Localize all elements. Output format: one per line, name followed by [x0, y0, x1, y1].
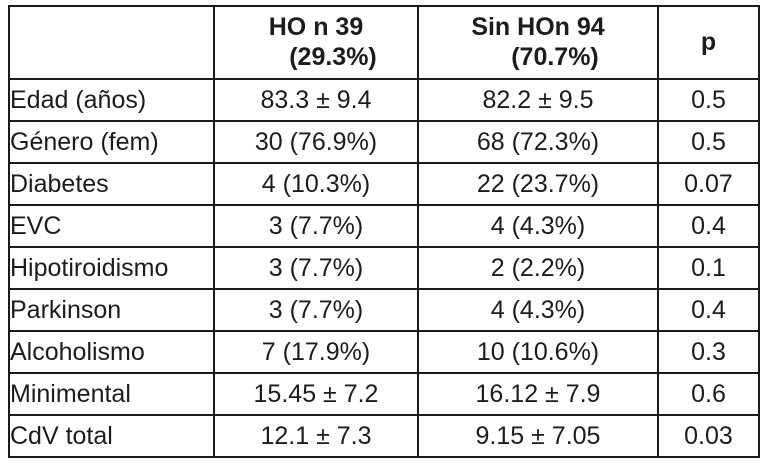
sinho-value-cell: 22 (23.7%) [417, 162, 659, 206]
p-value-cell: 0.4 [657, 288, 760, 332]
table-row-parkinson: Parkinson 3 (7.7%) 4 (4.3%) 0.4 [8, 288, 760, 332]
p-value-cell: 0.07 [657, 162, 760, 206]
row-label-cell: EVC [8, 204, 215, 248]
sinho-value-cell: 16.12 ± 7.9 [417, 372, 659, 416]
ho-value-cell: 12.1 ± 7.3 [213, 414, 419, 458]
p-value-cell: 0.5 [657, 78, 760, 122]
table-row-evc: EVC 3 (7.7%) 4 (4.3%) 0.4 [8, 204, 760, 248]
p-value-cell: 0.1 [657, 246, 760, 290]
table-row-cdv-total: CdV total 12.1 ± 7.3 9.15 ± 7.05 0.03 [8, 414, 760, 458]
header-sinho-group-cell: Sin HOn 94 (70.7%) [417, 5, 659, 80]
table-row-hipotiroidismo: Hipotiroidismo 3 (7.7%) 2 (2.2%) 0.1 [8, 246, 760, 290]
header-p-cell: p [657, 5, 760, 80]
row-label-cell: Edad (años) [8, 78, 215, 122]
p-value-cell: 0.4 [657, 204, 760, 248]
ho-value-cell: 3 (7.7%) [213, 204, 419, 248]
ho-value-cell: 3 (7.7%) [213, 246, 419, 290]
ho-value-cell: 83.3 ± 9.4 [213, 78, 419, 122]
row-label-cell: Hipotiroidismo [8, 246, 215, 290]
sinho-value-cell: 2 (2.2%) [417, 246, 659, 290]
sinho-value-cell: 4 (4.3%) [417, 288, 659, 332]
table-row-genero: Género (fem) 30 (76.9%) 68 (72.3%) 0.5 [8, 120, 760, 164]
p-value-cell: 0.03 [657, 414, 760, 458]
header-sinho-group-percent: (70.7%) [511, 42, 599, 71]
sinho-value-cell: 9.15 ± 7.05 [417, 414, 659, 458]
table-row-alcoholismo: Alcoholismo 7 (17.9%) 10 (10.6%) 0.3 [8, 330, 760, 374]
stats-table: HO n 39 (29.3%) Sin HOn 94 (70.7%) p Eda… [8, 5, 760, 458]
p-value-cell: 0.3 [657, 330, 760, 374]
table-row-minimental: Minimental 15.45 ± 7.2 16.12 ± 7.9 0.6 [8, 372, 760, 416]
row-label-cell: Parkinson [8, 288, 215, 332]
table-row-edad: Edad (años) 83.3 ± 9.4 82.2 ± 9.5 0.5 [8, 78, 760, 122]
ho-value-cell: 7 (17.9%) [213, 330, 419, 374]
row-label-cell: CdV total [8, 414, 215, 458]
p-value-cell: 0.5 [657, 120, 760, 164]
header-empty-cell [8, 5, 215, 80]
sinho-value-cell: 4 (4.3%) [417, 204, 659, 248]
header-ho-group-name: HO n 39 [268, 13, 364, 41]
row-label-cell: Alcoholismo [8, 330, 215, 374]
sinho-value-cell: 10 (10.6%) [417, 330, 659, 374]
ho-value-cell: 3 (7.7%) [213, 288, 419, 332]
header-ho-group-percent: (29.3%) [289, 42, 377, 71]
p-value-cell: 0.6 [657, 372, 760, 416]
sinho-value-cell: 68 (72.3%) [417, 120, 659, 164]
table-row-diabetes: Diabetes 4 (10.3%) 22 (23.7%) 0.07 [8, 162, 760, 206]
sinho-value-cell: 82.2 ± 9.5 [417, 78, 659, 122]
header-ho-group-cell: HO n 39 (29.3%) [213, 5, 419, 80]
row-label-cell: Minimental [8, 372, 215, 416]
row-label-cell: Diabetes [8, 162, 215, 206]
ho-value-cell: 4 (10.3%) [213, 162, 419, 206]
header-sinho-group-name: Sin HOn 94 [471, 13, 605, 41]
ho-value-cell: 30 (76.9%) [213, 120, 419, 164]
row-label-cell: Género (fem) [8, 120, 215, 164]
table-header-row: HO n 39 (29.3%) Sin HOn 94 (70.7%) p [8, 5, 760, 80]
ho-value-cell: 15.45 ± 7.2 [213, 372, 419, 416]
